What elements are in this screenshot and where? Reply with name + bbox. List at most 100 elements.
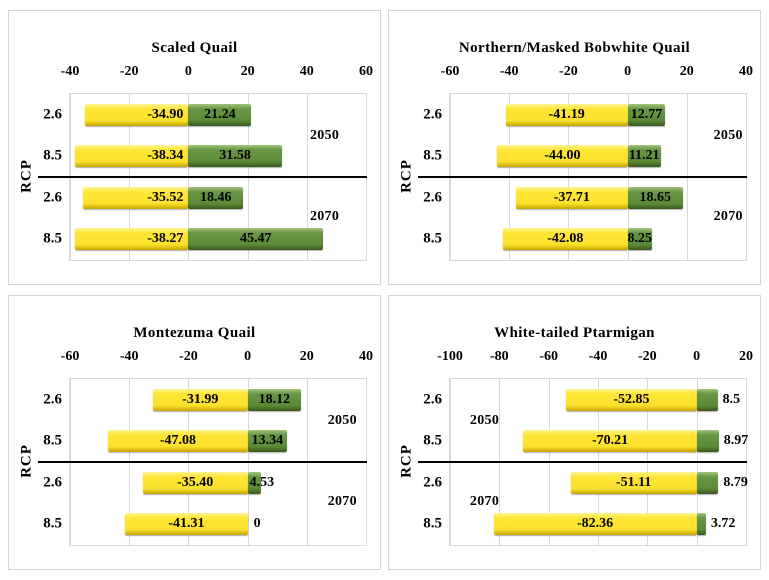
value-label: 45.47	[239, 231, 272, 247]
chart-panel-scaled-quail: Scaled Quail RCP -40 -20 0 20 40 60 2050 2070 2.…	[8, 10, 381, 285]
value-label: 11.21	[628, 148, 660, 164]
bar-negative	[566, 388, 697, 411]
x-axis-tick-label: -20	[119, 64, 139, 79]
category-label: 8.5	[423, 515, 442, 532]
x-axis-tick-label: 0	[624, 64, 632, 79]
x-axis-tick-label: -80	[489, 349, 509, 364]
period-divider	[38, 461, 367, 463]
bar-negative	[152, 388, 248, 411]
value-label: -47.08	[159, 433, 196, 449]
bar-negative	[497, 145, 628, 168]
x-axis-tick-label: 0	[693, 349, 701, 364]
bar-positive	[627, 103, 666, 126]
category-label: 8.5	[43, 432, 62, 449]
period-label: 2070	[327, 493, 357, 509]
bar-positive	[696, 388, 718, 411]
category-label: 2.6	[423, 106, 442, 123]
category-label: 8.5	[423, 147, 442, 164]
y-axis-title: RCP	[18, 444, 35, 478]
x-axis-tick-label: -40	[119, 349, 139, 364]
bar-positive	[247, 388, 302, 411]
value-label: -38.34	[147, 148, 184, 164]
x-axis-tick-label: 20	[679, 64, 694, 79]
period-divider	[38, 176, 367, 178]
plot-area: -40 -20 0 20 40 60 2050 2070 2.6 -34.90 21.24 8.5 -3…	[38, 64, 373, 261]
x-axis-tick-label: -20	[179, 349, 198, 364]
period-label: 2070	[713, 208, 743, 224]
bar-negative	[83, 186, 189, 209]
bar-positive	[188, 186, 244, 209]
value-label: -38.27	[147, 231, 184, 247]
x-axis-tick-label: 60	[359, 64, 373, 79]
category-label: 8.5	[423, 432, 442, 449]
value-label: 13.34	[251, 433, 284, 449]
value-label: -41.31	[168, 516, 205, 532]
category-label: 2.6	[43, 391, 62, 408]
bar-negative	[515, 186, 628, 209]
x-axis-tick-label: 0	[244, 349, 252, 364]
value-label: -52.85	[613, 391, 650, 407]
chart-title: Scaled Quail	[151, 40, 238, 57]
x-axis-tick-label: -40	[499, 64, 519, 79]
category-label: 2.6	[43, 106, 62, 123]
bar-negative	[125, 513, 248, 536]
period-label: 2050	[469, 412, 500, 428]
category-label: 8.5	[43, 147, 62, 164]
period-label: 2070	[469, 493, 500, 509]
plot-area: -60 -40 -20 0 20 40 2050 2070 2.6 -31.99 18.12 8.5 -…	[38, 349, 373, 546]
bar-positive	[188, 228, 323, 251]
value-label: 18.65	[639, 189, 671, 205]
value-label: -44.00	[544, 148, 581, 164]
bar-positive	[188, 103, 252, 126]
chart-title: White-tailed Ptarmigan	[494, 325, 655, 342]
x-axis-tick-label: -60	[440, 64, 460, 79]
x-axis-tick-label: 20	[240, 64, 255, 79]
x-axis-tick-label: -40	[588, 349, 608, 364]
bar-positive	[696, 430, 719, 453]
value-label: 4.53	[249, 474, 275, 490]
x-axis-tick-label: -20	[559, 64, 578, 79]
value-label: -70.21	[591, 433, 629, 449]
value-label: -41.19	[548, 106, 585, 122]
category-label: 2.6	[423, 474, 442, 491]
value-label: -82.36	[576, 516, 614, 532]
bar-positive	[627, 228, 652, 251]
category-label: 2.6	[423, 189, 442, 206]
x-axis-tick-label: -100	[437, 349, 463, 364]
chart-title: Montezuma Quail	[133, 325, 256, 342]
value-label: -31.99	[182, 391, 219, 407]
plot-area: -60 -40 -20 0 20 40 2050 2070 2.6 -41.19 12.77 8.5 -…	[418, 64, 753, 261]
x-axis-tick-label: 40	[359, 349, 373, 364]
value-label: -51.11	[615, 474, 652, 490]
category-label: 2.6	[43, 474, 62, 491]
bar-negative	[74, 145, 189, 168]
chart-panel-white-tailed-ptarmigan: White-tailed Ptarmigan RCP -100 -80 -60 -40…	[388, 295, 761, 570]
x-axis-tick-label: -60	[60, 349, 80, 364]
bar-positive	[627, 186, 683, 209]
value-label: -34.90	[147, 106, 184, 122]
period-divider	[418, 176, 747, 178]
bar-negative	[108, 430, 248, 453]
category-label: 2.6	[423, 391, 442, 408]
value-label: -42.08	[547, 231, 584, 247]
bar-negative	[523, 430, 697, 453]
plot-area: -100 -80 -60 -40 -20 0 20 2050 2070 2.6 -52.85 8.5 8…	[418, 349, 753, 546]
chart-title: Northern/Masked Bobwhite Quail	[458, 40, 691, 57]
period-label: 2050	[309, 127, 340, 143]
period-label: 2050	[327, 412, 357, 428]
category-label: 8.5	[43, 515, 62, 532]
y-axis-title: RCP	[18, 159, 35, 193]
bar-negative	[142, 471, 248, 494]
period-divider	[418, 461, 747, 463]
x-axis-tick-label: -20	[637, 349, 657, 364]
x-axis-tick-label: 40	[299, 64, 314, 79]
x-axis-tick-label: -60	[539, 349, 558, 364]
value-label: 8.97	[723, 433, 749, 449]
bar-positive	[247, 471, 261, 494]
bar-negative	[493, 513, 697, 536]
bar-negative	[75, 228, 189, 251]
period-label: 2070	[309, 208, 340, 224]
chart-panel-bobwhite-quail: Northern/Masked Bobwhite Quail RCP -60 -4…	[388, 10, 761, 285]
period-label: 2050	[713, 127, 743, 143]
